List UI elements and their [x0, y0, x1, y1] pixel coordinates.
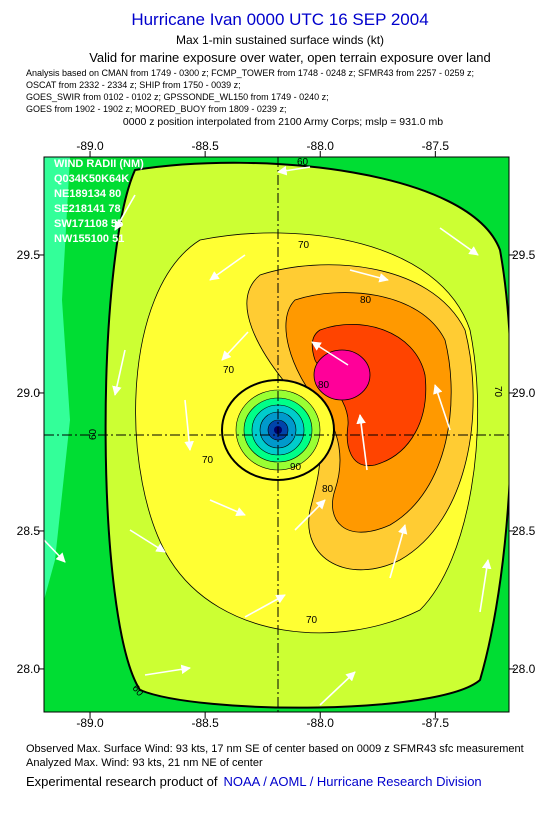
y-tick-label: 28.5	[512, 524, 536, 538]
contour-label: 70	[223, 365, 235, 376]
contour-label: 80	[360, 295, 372, 306]
wind-radii: SW171108 55	[54, 218, 123, 230]
contour-label: 70	[298, 240, 310, 251]
y-tick-label: 29.5	[512, 248, 536, 262]
map-frame	[43, 156, 510, 713]
contour-label: 90	[290, 462, 302, 473]
x-tick-label: -88.0	[307, 139, 335, 153]
x-tick-label: -89.0	[76, 716, 104, 730]
wind-radii: NW155100 51	[54, 233, 124, 245]
y-tick-label: 29.0	[512, 386, 536, 400]
title: Hurricane Ivan 0000 UTC 16 SEP 2004	[131, 10, 428, 29]
credit-text: Experimental research product of	[26, 774, 218, 789]
x-tick-label: -88.5	[191, 139, 219, 153]
wind-radii: Q034K50K64K	[54, 173, 129, 185]
analyzed-max: Analyzed Max. Wind: 93 kts, 21 nm NE of …	[26, 757, 263, 769]
x-tick-label: -87.5	[422, 139, 450, 153]
contour-label: 80	[318, 380, 330, 391]
y-tick-label: 29.5	[17, 248, 41, 262]
y-tick-label: 28.5	[17, 524, 41, 538]
x-tick-label: -88.5	[191, 716, 219, 730]
y-tick-label: 28.0	[512, 662, 536, 676]
contour-label: 70	[202, 455, 214, 466]
wind-radii: NE189134 80	[54, 188, 121, 200]
wind-radii: SE218141 78	[54, 203, 121, 215]
wind-radii: WIND RADII (NM)	[54, 158, 144, 170]
analysis-line: OSCAT from 2332 - 2334 z; SHIP from 1750…	[26, 80, 241, 90]
x-tick-label: -87.5	[422, 716, 450, 730]
subtitle: Max 1-min sustained surface winds (kt)	[176, 33, 384, 47]
x-tick-label: -89.0	[76, 139, 104, 153]
wind-field: 60 70 80 70 80 80 90 60 70 70 60 70 WIND…	[44, 157, 509, 712]
valid-note: Valid for marine exposure over water, op…	[89, 50, 491, 65]
contour-label: 60	[88, 428, 99, 440]
position-note: 0000 z position interpolated from 2100 A…	[123, 116, 443, 128]
contour-label: 80	[322, 484, 334, 495]
analysis-line: Analysis based on CMAN from 1749 - 0300 …	[26, 68, 474, 78]
axis-ticks: -89.0 -89.0 -88.5 -88.5 -88.0 -88.0 -87.5 -87.5…	[17, 139, 536, 730]
y-tick-label: 28.0	[17, 662, 41, 676]
contour-label: 70	[492, 386, 503, 398]
analysis-line: GOES_SWIR from 0102 - 0102 z; GPSSONDE_W…	[26, 92, 329, 102]
credit: Experimental research product of NOAA / A…	[26, 774, 482, 789]
credit-link[interactable]: NOAA / AOML / Hurricane Research Divisio…	[223, 774, 481, 789]
observed-max: Observed Max. Surface Wind: 93 kts, 17 n…	[26, 743, 524, 755]
x-tick-label: -88.0	[307, 716, 335, 730]
y-tick-label: 29.0	[17, 386, 41, 400]
contour-label: 70	[306, 615, 318, 626]
contour-label: 60	[297, 157, 309, 168]
analysis-line: GOES from 1902 - 1902 z; MOORED_BUOY fro…	[26, 104, 286, 114]
